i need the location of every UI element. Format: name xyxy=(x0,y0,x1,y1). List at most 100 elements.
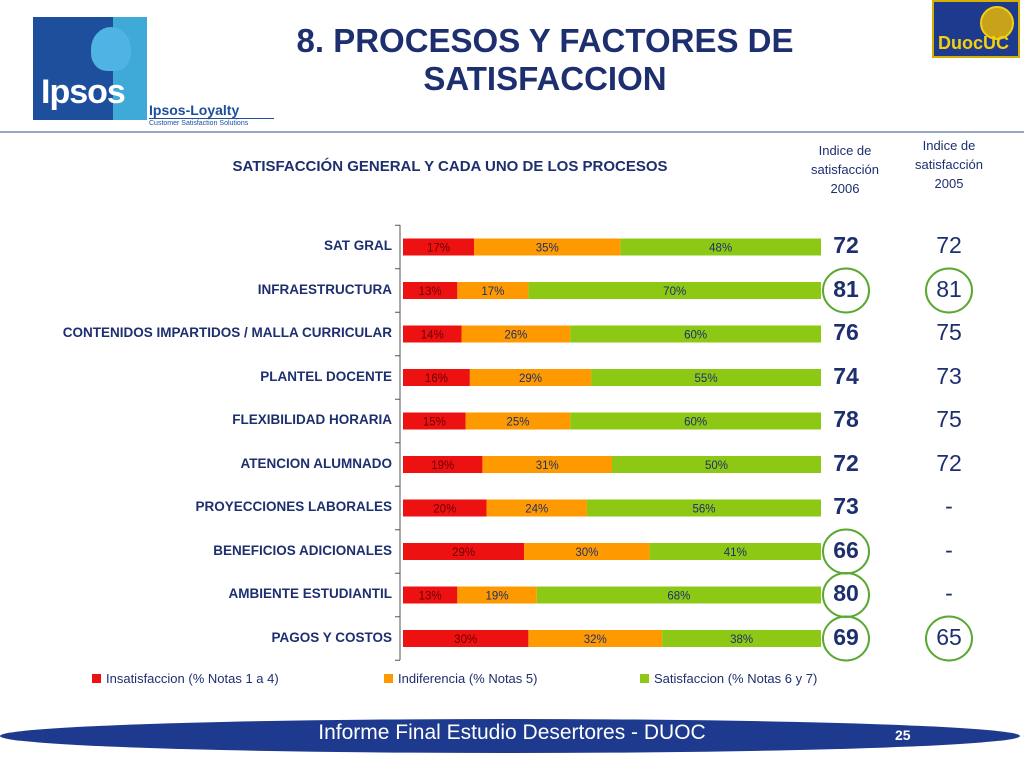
bar-data-label: 25% xyxy=(506,417,529,429)
column-header-2006-line2: satisfacción xyxy=(811,162,879,177)
bar-segment xyxy=(403,325,462,343)
index-2005-value: 65 xyxy=(936,623,962,650)
legend-item: Indiferencia (% Notas 5) xyxy=(384,671,537,686)
bar-segment xyxy=(570,412,821,430)
bar-segment xyxy=(403,412,466,430)
highlight-circle-2005 xyxy=(925,267,973,314)
index-2006-value: 76 xyxy=(833,319,859,345)
legend-item: Insatisfaccion (% Notas 1 a 4) xyxy=(92,671,279,686)
bar-data-label: 29% xyxy=(519,373,542,385)
ipsos-logo-word: Ipsos xyxy=(41,73,126,111)
ipsos-logo: Ipsos xyxy=(33,17,147,120)
index-2006-value: 66 xyxy=(833,536,859,563)
bar-data-label: 14% xyxy=(421,330,444,342)
index-2006-value: 73 xyxy=(833,493,859,519)
bar-data-label: 68% xyxy=(667,591,690,603)
bar-segment xyxy=(469,369,592,386)
category-label: PLANTEL DOCENTE xyxy=(260,368,392,384)
bar-segment xyxy=(403,586,458,604)
category-label: PROYECCIONES LABORALES xyxy=(195,499,392,514)
page-title: 8. PROCESOS Y FACTORES DE SATISFACCION xyxy=(296,22,794,97)
duoc-logo-word: DuocUC xyxy=(938,33,1009,53)
bar-segment xyxy=(570,325,821,343)
bar-segment xyxy=(403,543,525,560)
highlight-circle-2005 xyxy=(925,615,973,662)
bar-segment xyxy=(662,630,821,647)
duoc-logo: DuocUC xyxy=(932,0,1020,58)
bar-segment xyxy=(403,282,458,299)
index-2006-value: 78 xyxy=(833,406,859,432)
index-2005-value: 72 xyxy=(936,232,962,258)
ipsos-loyalty-label: Ipsos-Loyalty xyxy=(149,102,240,118)
bar-segment xyxy=(620,238,821,256)
index-2006-value: 72 xyxy=(833,232,859,258)
legend-label: Indiferencia (% Notas 5) xyxy=(398,671,538,686)
index-2005-value: 81 xyxy=(936,275,962,302)
bar-data-label: 19% xyxy=(486,591,509,603)
index-2006-value: 72 xyxy=(833,449,859,476)
footer-band xyxy=(0,719,1020,753)
bar-data-label: 31% xyxy=(536,460,559,472)
bar-data-label: 56% xyxy=(692,504,715,516)
category-label: CONTENIDOS IMPARTIDOS / MALLA CURRICULAR xyxy=(62,325,392,340)
column-header-2005-line2: satisfacción xyxy=(915,157,983,172)
category-label: PAGOS Y COSTOS xyxy=(271,629,392,645)
bar-segment xyxy=(649,543,821,560)
bar-data-label: 26% xyxy=(504,330,527,342)
legend-label: Insatisfaccion (% Notas 1 a 4) xyxy=(106,671,279,686)
bar-segment xyxy=(457,586,537,604)
legend-item: Satisfaccion (% Notas 6 y 7) xyxy=(640,671,817,686)
highlight-circle-2006 xyxy=(822,615,870,662)
category-label: BENEFICIOS ADICIONALES xyxy=(213,542,392,558)
bar-data-label: 13% xyxy=(419,591,442,603)
bar-segment xyxy=(461,325,571,343)
bar-data-label: 35% xyxy=(536,243,559,255)
index-2006-value: 74 xyxy=(833,362,859,389)
bar-data-label: 41% xyxy=(724,547,747,559)
legend-swatch xyxy=(92,674,101,683)
bar-segment xyxy=(482,456,612,473)
bar-data-label: 13% xyxy=(419,286,442,298)
bar-data-label: 24% xyxy=(525,504,548,516)
bar-segment xyxy=(403,499,487,517)
index-2006-value: 69 xyxy=(833,623,859,650)
bar-data-label: 17% xyxy=(427,243,450,255)
index-2005-value: 75 xyxy=(936,406,962,432)
bar-data-label: 15% xyxy=(423,417,446,429)
bar-segment xyxy=(536,586,821,604)
column-header-2005-year: 2005 xyxy=(934,176,964,191)
bar-data-label: 17% xyxy=(481,286,504,298)
index-2005-value: 73 xyxy=(936,362,962,389)
bar-segment xyxy=(528,282,821,299)
bar-data-label: 55% xyxy=(695,373,718,385)
bar-segment xyxy=(612,456,821,473)
legend-swatch xyxy=(640,674,649,683)
bar-data-label: 60% xyxy=(684,417,707,429)
bar-data-label: 50% xyxy=(705,460,728,472)
bar-segment xyxy=(403,238,475,256)
bar-data-label: 19% xyxy=(431,460,454,472)
category-label: SAT GRAL xyxy=(324,238,392,253)
column-header-2006-line1: Indice de xyxy=(818,143,872,158)
column-header-2005: Indice de satisfacción 2005 xyxy=(904,136,994,193)
bar-segment xyxy=(586,499,821,517)
category-label: AMBIENTE ESTUDIANTIL xyxy=(228,586,393,601)
column-header-2006: Indice de satisfacción 2006 xyxy=(800,141,890,198)
bar-data-label: 32% xyxy=(584,634,607,646)
bar-data-label: 48% xyxy=(709,243,732,255)
bar-data-label: 30% xyxy=(575,547,598,559)
ipsos-logo-head-graphic xyxy=(91,27,131,71)
ipsos-loyalty-subtitle: Customer Satisfaction Solutions xyxy=(149,118,274,127)
legend-label: Satisfaccion (% Notas 6 y 7) xyxy=(654,671,818,686)
index-2006-value: 81 xyxy=(833,275,859,302)
bar-data-label: 29% xyxy=(452,547,475,559)
chart-title: SATISFACCIÓN GENERAL Y CADA UNO DE LOS P… xyxy=(232,158,668,175)
category-label: FLEXIBILIDAD HORARIA xyxy=(232,412,392,427)
bar-segment xyxy=(474,238,621,256)
page-number: 25 xyxy=(895,727,911,743)
bar-segment xyxy=(465,412,571,430)
legend-swatch xyxy=(384,674,393,683)
duoc-crest-icon xyxy=(980,6,1014,40)
index-2005-value: - xyxy=(945,536,953,563)
